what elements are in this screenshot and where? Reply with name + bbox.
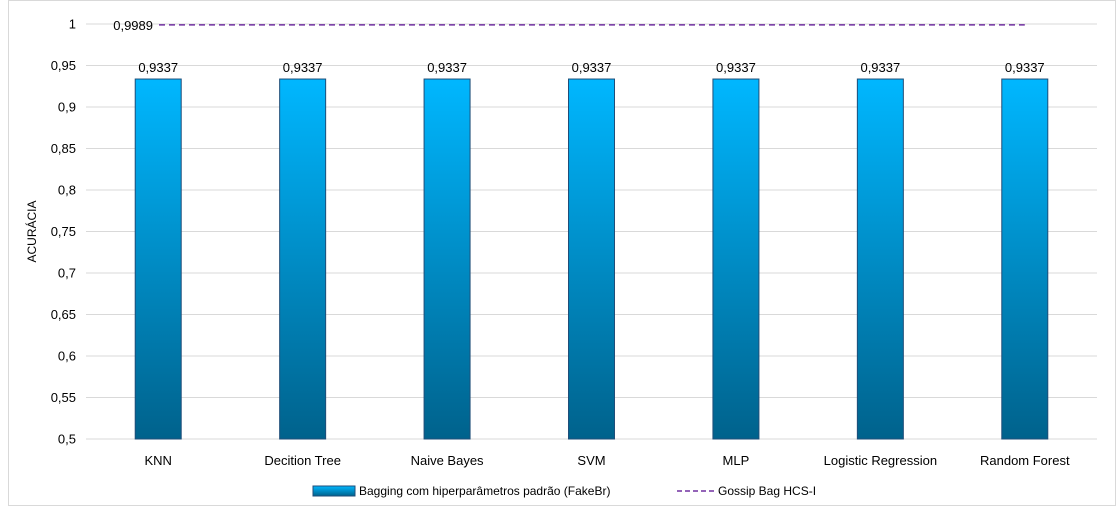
- y-axis-title: ACURÁCIA: [24, 200, 39, 262]
- bar-value-label: 0,9337: [138, 60, 178, 75]
- legend-bar-label: Bagging com hiperparâmetros padrão (Fake…: [359, 484, 610, 498]
- x-category-label: Decition Tree: [264, 453, 341, 468]
- x-category-label: Logistic Regression: [824, 453, 937, 468]
- bar-value-label: 0,9337: [860, 60, 900, 75]
- bar-data-labels: 0,9337 0,9337 0,9337 0,9337 0,9337 0,9337 0,93…: [138, 60, 1044, 75]
- bars: [134, 78, 1049, 440]
- bar-value-label: 0,9337: [283, 60, 323, 75]
- y-tick-label: 0,9: [58, 100, 76, 115]
- y-tick-label: 0,55: [51, 390, 76, 405]
- accuracy-bar-chart: 0,5 0,55 0,6 0,65 0,7 0,75 0,8 0,85 0,9 0,95 1 0,9…: [24, 17, 1097, 498]
- y-tick-label: 0,75: [51, 224, 76, 239]
- bar: [856, 78, 904, 440]
- x-category-label: KNN: [144, 453, 171, 468]
- bar-value-label: 0,9337: [1005, 60, 1045, 75]
- x-category-label: MLP: [723, 453, 750, 468]
- y-tick-label: 0,95: [51, 58, 76, 73]
- legend-line-label: Gossip Bag HCS-I: [718, 484, 816, 498]
- reference-line-group: 0,9989: [113, 18, 1025, 33]
- chart-frame: 0,5 0,55 0,6 0,65 0,7 0,75 0,8 0,85 0,9 0,95 1 0,9…: [8, 0, 1116, 506]
- bar-value-label: 0,9337: [572, 60, 612, 75]
- legend-bar-swatch: [312, 485, 356, 497]
- y-axis-tick-labels: 0,5 0,55 0,6 0,65 0,7 0,75 0,8 0,85 0,9 0,95 1: [51, 17, 76, 447]
- legend: Bagging com hiperparâmetros padrão (Fake…: [312, 484, 816, 498]
- bar-value-label: 0,9337: [716, 60, 756, 75]
- reference-line-value-label: 0,9989: [113, 18, 153, 33]
- y-tick-label: 0,8: [58, 183, 76, 198]
- y-tick-label: 0,85: [51, 141, 76, 156]
- y-tick-label: 1: [69, 17, 76, 32]
- x-category-label: SVM: [577, 453, 605, 468]
- bar: [1001, 78, 1049, 440]
- bar: [134, 78, 182, 440]
- bar-value-label: 0,9337: [427, 60, 467, 75]
- bar: [568, 78, 615, 440]
- y-tick-label: 0,5: [58, 432, 76, 447]
- y-tick-label: 0,7: [58, 266, 76, 281]
- x-category-label: Naive Bayes: [411, 453, 484, 468]
- y-tick-label: 0,6: [58, 349, 76, 364]
- x-category-label: Random Forest: [980, 453, 1070, 468]
- bar: [423, 78, 471, 440]
- y-tick-label: 0,65: [51, 307, 76, 322]
- bar: [712, 78, 760, 440]
- x-axis-category-labels: KNN Decition Tree Naive Bayes SVM MLP Logisti…: [144, 453, 1069, 468]
- bar: [279, 78, 327, 440]
